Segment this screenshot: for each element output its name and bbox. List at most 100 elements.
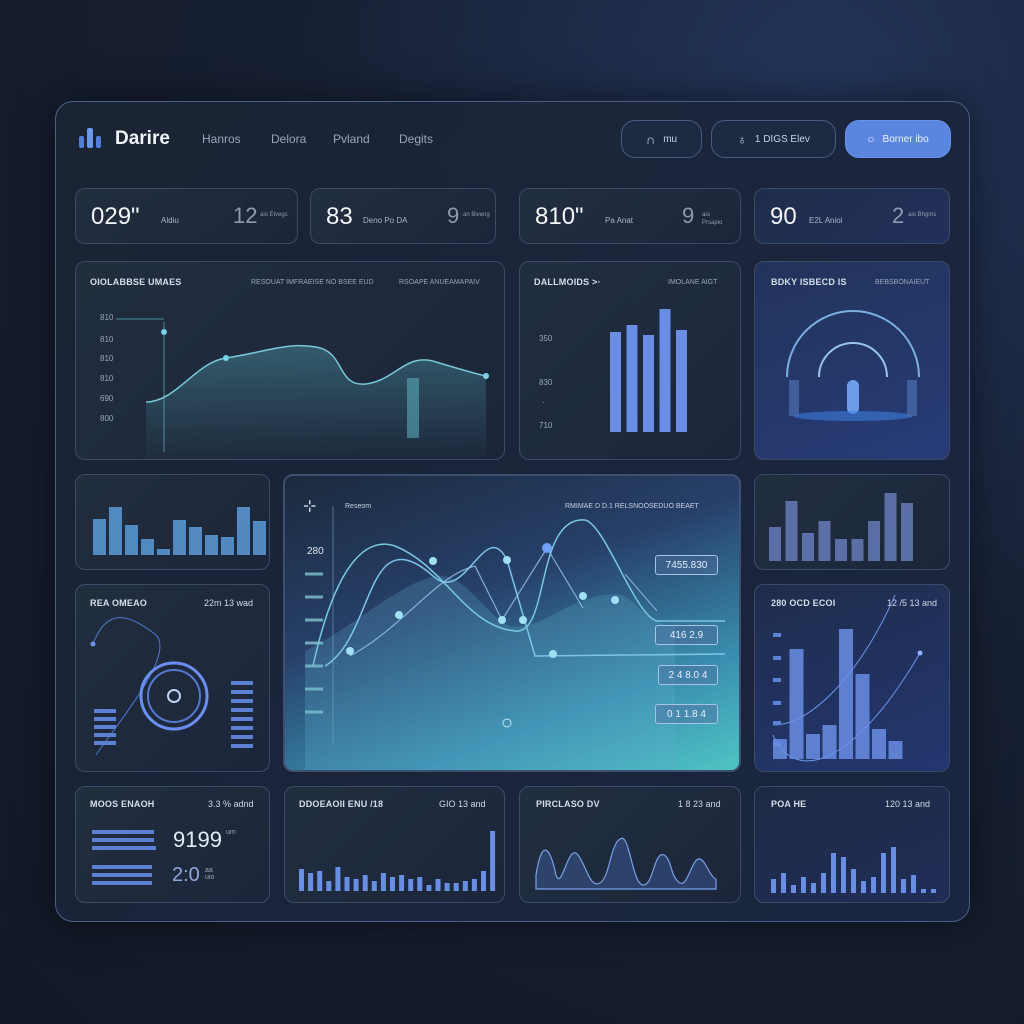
bell-icon: ♁ bbox=[737, 131, 747, 147]
bar bbox=[390, 877, 395, 891]
bar-line-card[interactable]: 280 OCD ECOI 12 /5 13 and bbox=[754, 584, 950, 772]
kpi-label: Aldiu bbox=[161, 216, 179, 225]
bar bbox=[399, 875, 405, 891]
data-point bbox=[161, 329, 167, 335]
bar bbox=[791, 885, 796, 893]
bar bbox=[253, 521, 266, 555]
bar bbox=[93, 519, 106, 555]
bottom-card-3[interactable]: PIRCLASO DV 1 8 23 and bbox=[519, 786, 741, 903]
headset-icon: ∩ bbox=[645, 131, 656, 147]
bar bbox=[444, 883, 450, 891]
y-tick: 810 bbox=[100, 335, 114, 344]
bottom-card-2[interactable]: DDOEAOII ENU /18 GIO 13 and bbox=[284, 786, 505, 903]
nav-item-1[interactable]: Hanros bbox=[202, 132, 241, 146]
metric-unit: um bbox=[226, 829, 236, 836]
gauge-card[interactable]: BDKY ISBECD IS BEBSBONAIEUT bbox=[754, 261, 950, 460]
bar bbox=[769, 527, 781, 561]
inner-ring bbox=[167, 689, 181, 703]
bar bbox=[659, 309, 671, 432]
logo-icon bbox=[79, 128, 101, 148]
card-subtitle: IMOLANE AIGT bbox=[668, 279, 718, 286]
bar bbox=[789, 649, 804, 759]
card-title: DALLMOIDS >· bbox=[534, 277, 601, 287]
mini-bar-chart bbox=[769, 493, 913, 561]
metric-value: 2:0 bbox=[172, 864, 200, 886]
kpi-value: 810" bbox=[535, 203, 584, 230]
bar bbox=[868, 521, 880, 561]
y-ticks bbox=[305, 572, 323, 714]
bar-chart-card[interactable]: DALLMOIDS >· IMOLANE AIGT 350 830 · 710 bbox=[519, 261, 741, 460]
nav-item-2[interactable]: Delora bbox=[271, 132, 307, 146]
card-title: 280 OCD ECOI bbox=[771, 598, 836, 608]
kpi-card-2[interactable]: 83 Deno Po DA 9 an Biveng bbox=[310, 188, 496, 244]
series-line bbox=[145, 344, 487, 403]
nav-item-4[interactable]: Degits bbox=[399, 132, 434, 146]
kpi-label: E2L Anioi bbox=[809, 216, 843, 225]
card-stat: 3.3 % adnd bbox=[208, 799, 254, 809]
bar bbox=[462, 881, 468, 891]
y-tick: 280 bbox=[307, 546, 324, 557]
y-tick: 830 bbox=[539, 378, 553, 387]
kpi-card-4[interactable]: 90 E2L Anioi 2 aio Bhgms bbox=[754, 188, 950, 244]
bar bbox=[643, 335, 654, 432]
y-tick: 810 bbox=[100, 374, 114, 383]
series-line-2 bbox=[324, 546, 726, 667]
kpi-sub: aio Bhgms bbox=[908, 212, 937, 218]
bottom-card-1[interactable]: MOOS ENAOH 3.3 % adnd 9199 um 2:0 aa uio bbox=[75, 786, 270, 903]
main-chart-card[interactable]: ⊹ Reseom RMIMAE D D.1 RELSNOOSEDUO BEAET… bbox=[283, 474, 741, 772]
bar bbox=[326, 881, 332, 891]
bar bbox=[901, 879, 906, 893]
nav-item-3[interactable]: Pvland bbox=[333, 132, 370, 146]
kpi-number: 12 bbox=[233, 203, 258, 228]
mini-bar-card-left[interactable] bbox=[75, 474, 270, 570]
bar bbox=[839, 629, 853, 759]
data-points bbox=[346, 543, 619, 658]
card-stat: 22m 13 wad bbox=[204, 598, 254, 608]
card-title: PIRCLASO DV bbox=[536, 799, 600, 809]
left-bars bbox=[94, 709, 116, 745]
kpi-card-3[interactable]: 810" Pa Anat 9 aio Prsapio bbox=[519, 188, 741, 244]
mini-bar-card-right[interactable] bbox=[754, 474, 950, 570]
card-title: BDKY ISBECD IS bbox=[771, 277, 847, 287]
search-button[interactable]: ○ Borner ibo bbox=[845, 120, 951, 158]
main-line-chart bbox=[305, 506, 726, 770]
bar bbox=[773, 739, 787, 759]
gauge-core bbox=[847, 380, 859, 414]
bar bbox=[426, 885, 432, 891]
bar bbox=[921, 889, 926, 893]
bar bbox=[344, 877, 350, 891]
ring-card[interactable]: REA OMEAO 22m 13 wad bbox=[75, 584, 270, 772]
area-fill bbox=[146, 345, 486, 459]
bar bbox=[435, 879, 441, 891]
card-stat: 1 8 23 and bbox=[678, 799, 721, 809]
bar bbox=[785, 501, 798, 561]
ring-gauge bbox=[90, 617, 253, 756]
expand-icon[interactable]: ⊹ bbox=[303, 498, 317, 515]
value-label-4: 0 1 1.8 4 bbox=[655, 704, 718, 724]
marker-icon bbox=[502, 718, 512, 728]
card-stat: 12 /5 13 and bbox=[887, 598, 938, 608]
card-title: REA OMEAO bbox=[90, 598, 147, 608]
wave-area bbox=[535, 837, 717, 890]
support-button[interactable]: ∩ mu bbox=[621, 120, 702, 158]
kpi-sub: aio Prsapio bbox=[702, 212, 723, 226]
card-subtitle: BEBSBONAIEUT bbox=[875, 279, 930, 286]
kpi-card-1[interactable]: 029" Aldiu 12 aio Elvegs bbox=[75, 188, 298, 244]
bar bbox=[125, 525, 138, 555]
card-title: OIOLABBSE UMAES bbox=[90, 277, 182, 287]
support-label: mu bbox=[663, 133, 678, 145]
line-chart-card[interactable]: OIOLABBSE UMAES RESOUAT IMFRAEISE NO BSE… bbox=[75, 261, 505, 460]
y-tick: 810 bbox=[100, 354, 114, 363]
bar bbox=[931, 889, 936, 893]
bar bbox=[872, 729, 886, 759]
bar bbox=[861, 881, 866, 893]
bottom-card-4[interactable]: POA HE 120 13 and bbox=[754, 786, 950, 903]
kpi-number: 9 bbox=[447, 203, 460, 228]
notifications-button[interactable]: ♁ 1 DIGS Elev bbox=[711, 120, 836, 158]
bar bbox=[109, 507, 122, 555]
y-tick: · bbox=[542, 398, 545, 407]
bar bbox=[471, 879, 477, 891]
bar-line-chart bbox=[772, 594, 923, 762]
bar bbox=[802, 533, 814, 561]
y-tick: 800 bbox=[100, 414, 114, 423]
